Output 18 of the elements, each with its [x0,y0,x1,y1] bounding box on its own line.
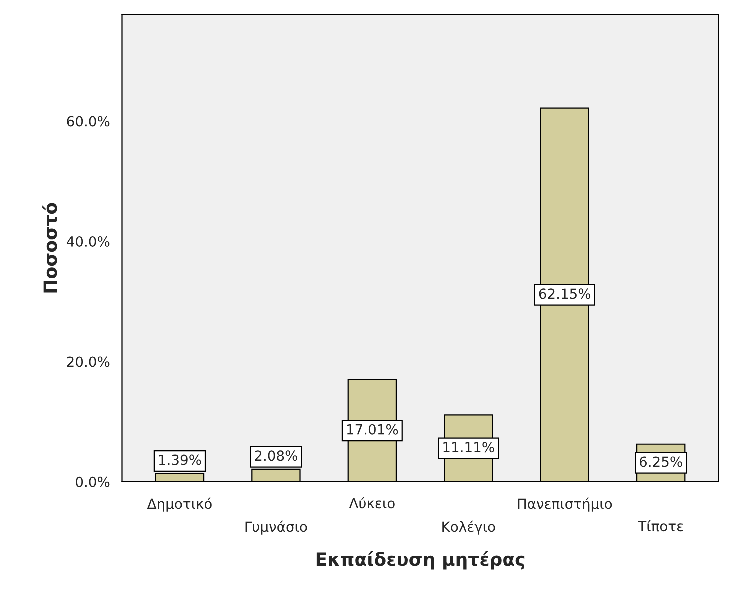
x-tick-label: Πανεπιστήμιο [518,498,612,512]
x-axis-title: Εκπαίδευση μητέρας [316,552,525,570]
x-tick-label: Κολέγιο [442,520,496,535]
y-tick-label: 20.0% [67,356,110,368]
data-label: 6.25% [640,456,682,468]
y-axis-title: Ποσοστό [42,203,58,293]
x-tick-label: Λύκειο [349,497,395,509]
x-tick-label: Τίποτε [638,520,684,532]
x-tick-label: Γυμνάσιο [246,520,308,535]
y-tick-label: 40.0% [66,236,110,247]
y-tick-label: 60.0% [67,116,110,127]
x-tick-label: Δημοτικό [147,498,212,512]
data-label: 17.01% [347,424,398,435]
y-tick-label: 0.0% [76,476,110,488]
data-label: 11.11% [444,442,494,453]
data-label: 62.15% [539,288,591,300]
data-label: 1.39% [159,454,202,466]
data-label: 2.08% [255,450,298,462]
